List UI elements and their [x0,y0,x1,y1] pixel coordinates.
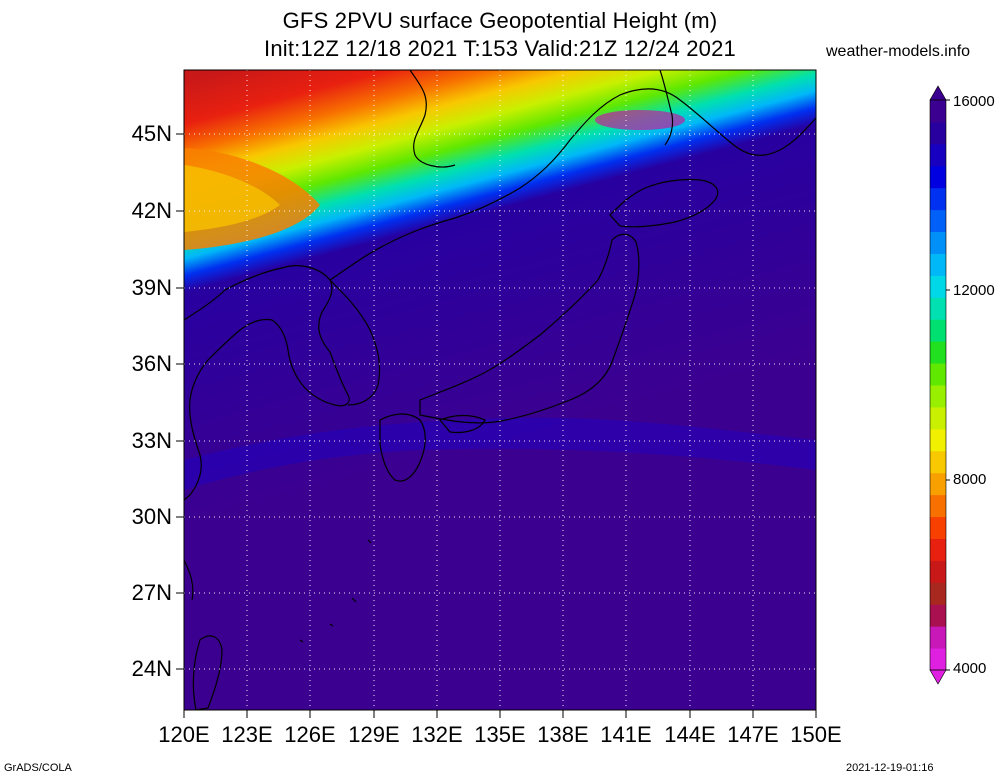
lon-ticks [183,710,817,718]
lon-label-138e: 138E [537,722,589,747]
colorbar-segment [930,143,946,167]
lat-label-27n: 27N [131,580,172,605]
colorbar-bottom-arrow [929,669,947,685]
colorbar-segment [930,275,946,298]
colorbar-top-arrow [929,85,947,101]
colorbar-segment [930,385,946,408]
lon-label-144e: 144E [664,722,716,747]
coastline-shikoku [439,414,486,434]
lon-label-135e: 135E [474,722,526,747]
colorbar-segment [930,187,946,211]
site-label: weather-models.info [826,43,971,60]
lat-label-42n: 42N [131,198,172,223]
coastlines [184,70,816,710]
map-subtitle: Init:12Z 12/18 2021 T:153 Valid:21Z 12/2… [264,36,736,61]
colorbar [929,85,950,685]
lat-ticks [176,133,184,670]
lon-label-129e: 129E [348,722,400,747]
colorbar-segment [930,494,946,518]
coastline-kyushu [379,413,426,482]
colorbar-segment [930,121,946,145]
colorbar-segment [930,406,946,430]
colorbar-segment [930,165,946,189]
lon-label-147e: 147E [727,722,779,747]
colorbar-segment [930,253,946,276]
field-bands [184,70,816,546]
colorbar-segment [930,450,946,474]
coastline-russia [329,88,816,281]
coastline-hokkaido [609,178,719,228]
map-plot-area [184,70,816,710]
colorbar-label-4000: 4000 [953,660,987,677]
lon-label-150e: 150E [790,722,842,747]
colorbar-segment [930,428,946,452]
colorbar-label-8000: 8000 [953,471,987,488]
lon-label-132e: 132E [411,722,463,747]
lat-label-36n: 36N [131,351,172,376]
colorbar-segment [930,472,946,496]
coastline-honshu [419,233,640,424]
field-ne-minimum [595,110,685,130]
footer-timestamp: 2021-12-19-01:16 [846,762,934,774]
lat-label-30n: 30N [131,504,172,529]
colorbar-label-12000: 12000 [953,282,995,299]
colorbar-segment [930,297,946,320]
footer-credit: GrADS/COLA [4,762,72,774]
colorbar-segment [930,582,946,605]
lon-label-126e: 126E [284,722,336,747]
colorbar-segment [930,516,946,539]
colorbar-label-16000: 16000 [953,93,995,110]
lon-label-120e: 120E [158,722,210,747]
map-title: GFS 2PVU surface Geopotential Height (m) [282,8,718,33]
colorbar-segment [930,560,946,583]
lat-label-45n: 45N [131,121,172,146]
colorbar-frame [929,99,947,671]
colorbar-segment [930,341,946,364]
graticule [184,70,816,710]
coastline-mainland [184,265,350,501]
lon-label-123e: 123E [221,722,273,747]
colorbar-segment [930,626,946,649]
coastline-taiwan [192,635,223,710]
colorbar-segment [930,209,946,233]
colorbar-segment [930,648,946,671]
colorbar-segment [930,100,946,123]
lon-label-141e: 141E [600,722,652,747]
colorbar-segment [930,363,946,386]
colorbar-segment [930,319,946,342]
colorbar-segment [930,604,946,627]
lat-label-33n: 33N [131,428,172,453]
colorbar-segment [930,538,946,561]
lat-label-24n: 24N [131,656,172,681]
lat-label-39n: 39N [131,275,172,300]
colorbar-segment [930,231,946,254]
